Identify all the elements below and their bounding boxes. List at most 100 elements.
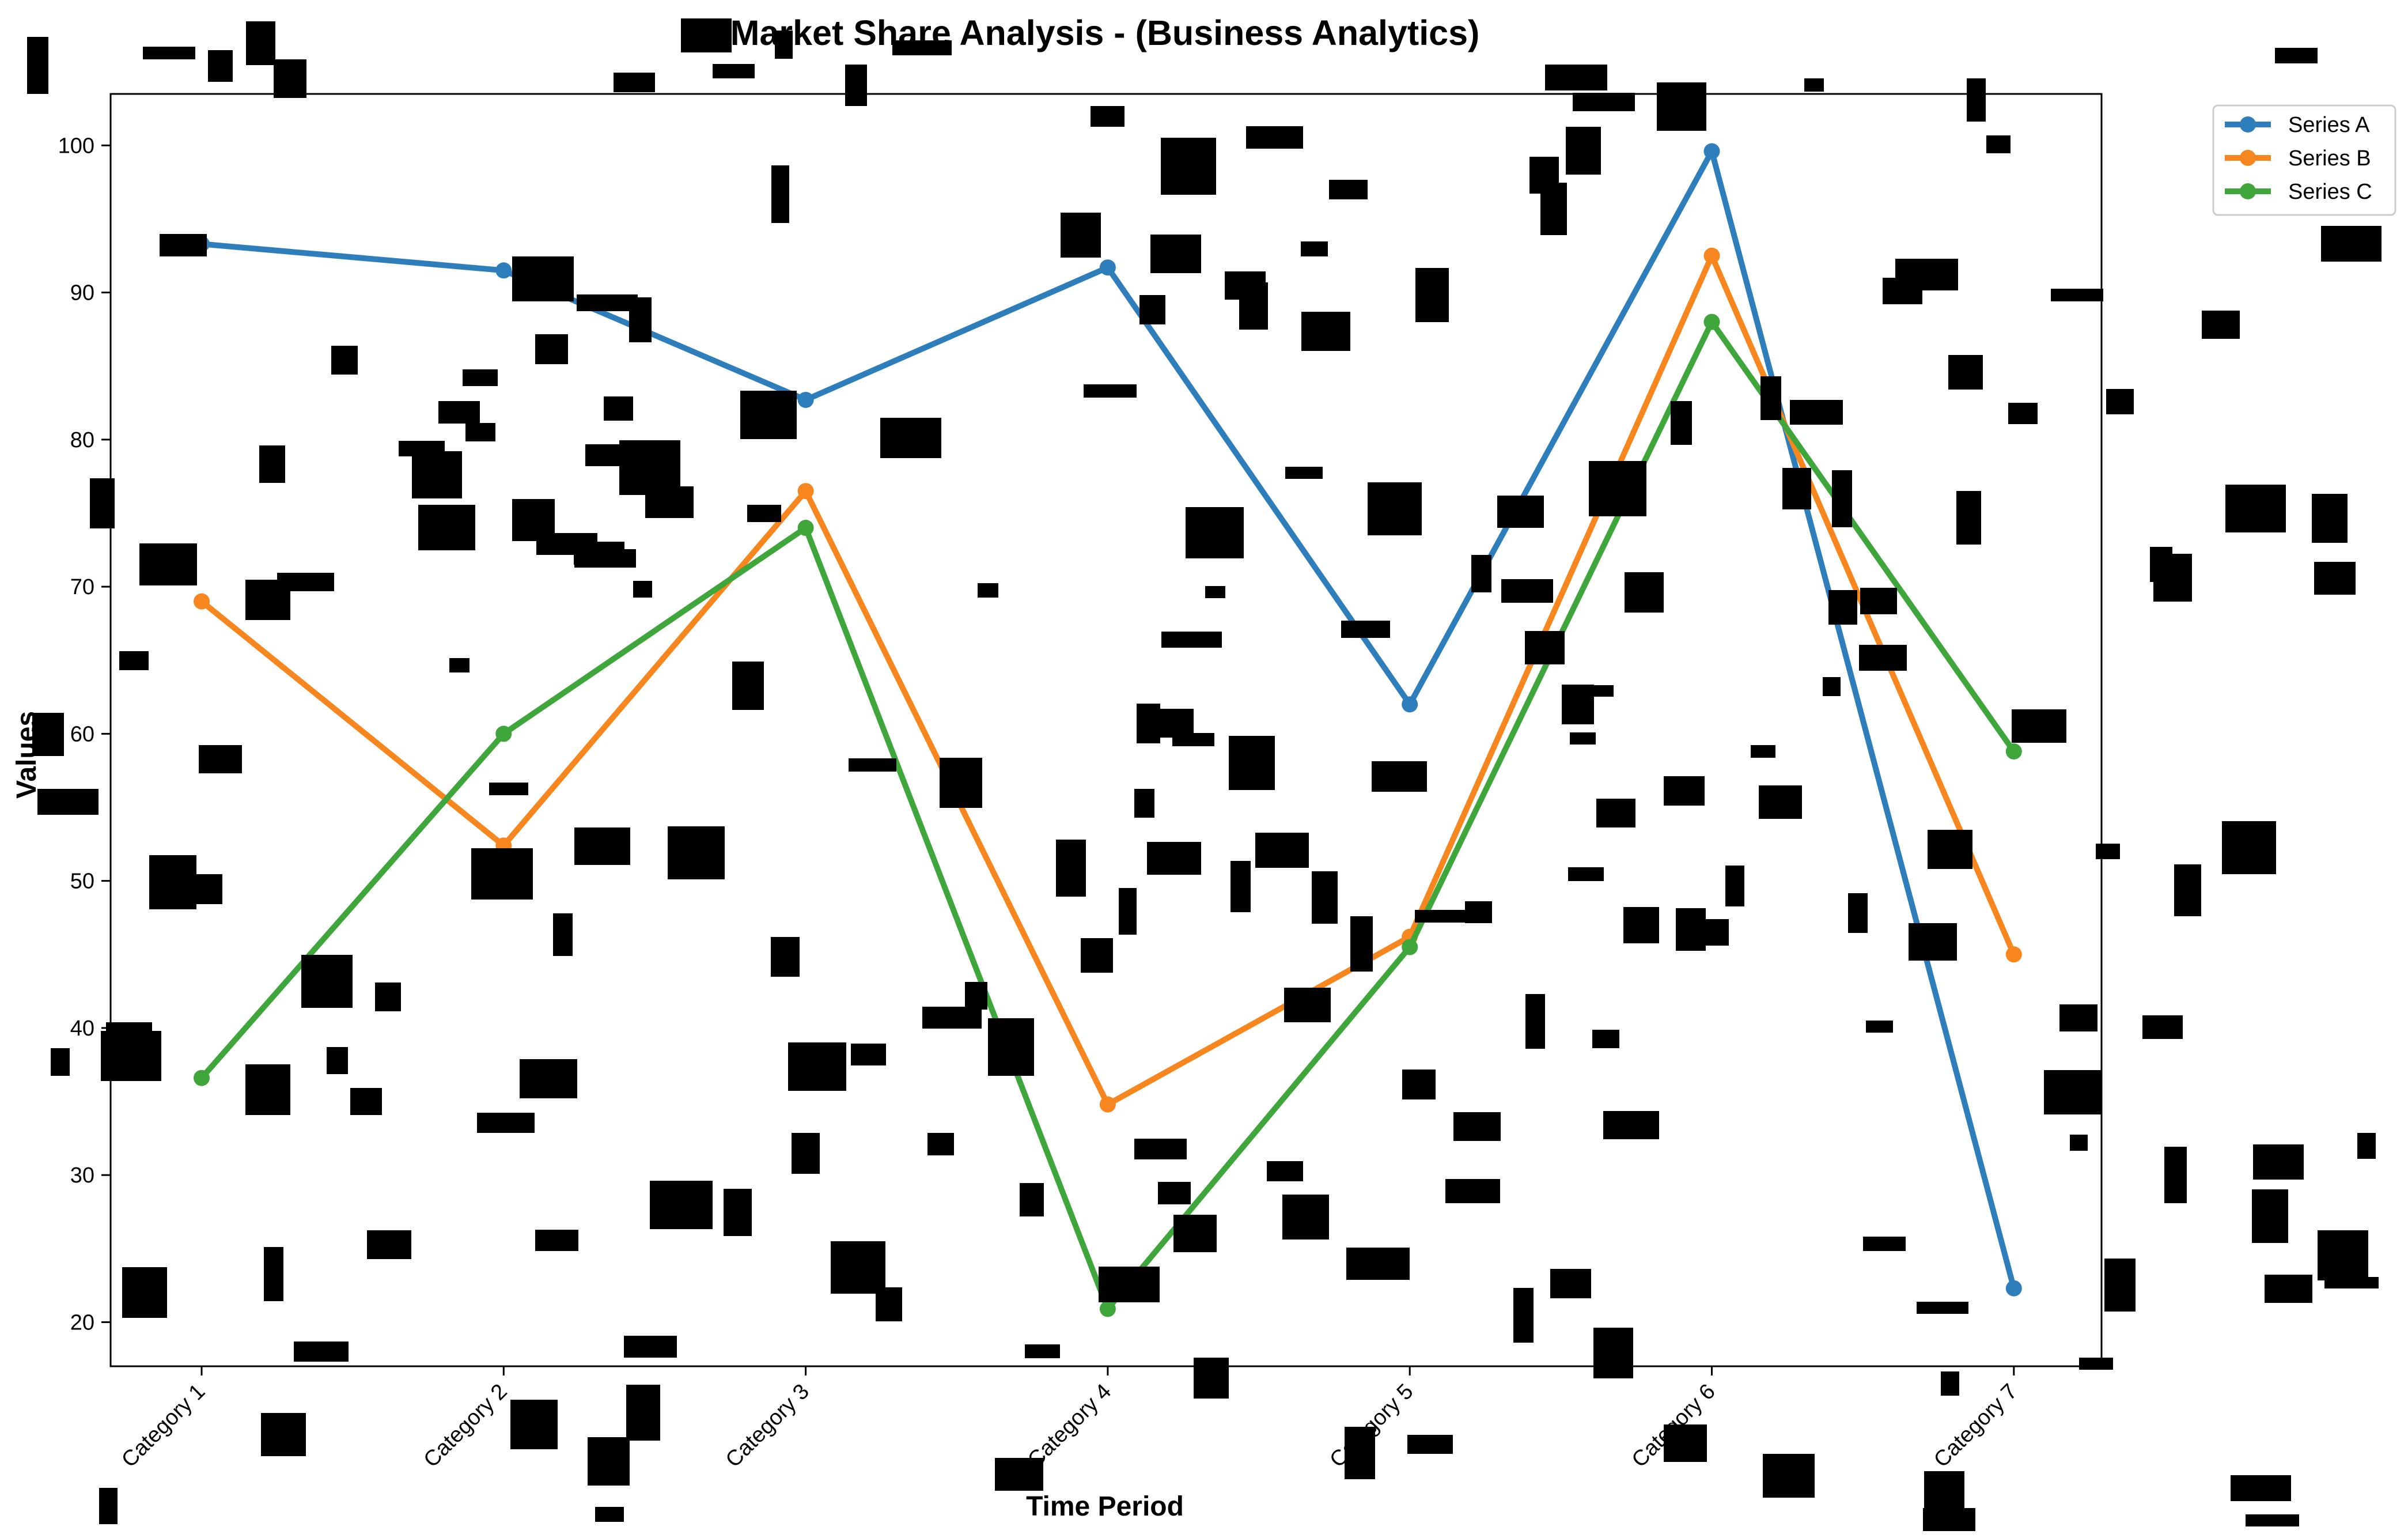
occlusion-block	[463, 369, 498, 386]
occlusion-block	[1497, 496, 1544, 528]
occlusion-block	[1948, 355, 1983, 390]
occlusion-block	[1956, 491, 1981, 545]
occlusion-block	[512, 499, 555, 541]
occlusion-block	[438, 401, 480, 424]
occlusion-block	[1725, 866, 1744, 906]
occlusion-block	[119, 651, 149, 670]
occlusion-block	[375, 982, 401, 1011]
occlusion-block	[2253, 1144, 2304, 1180]
occlusion-block	[1329, 180, 1368, 199]
occlusion-block	[246, 21, 275, 65]
occlusion-block	[1246, 126, 1303, 149]
x-tick-label: Category 2	[419, 1380, 512, 1472]
occlusion-block	[418, 505, 475, 550]
occlusion-block	[1832, 470, 1852, 527]
occlusion-block	[32, 713, 64, 756]
occlusion-block	[2314, 562, 2356, 595]
series-a-legend-label: Series A	[2288, 113, 2370, 137]
occlusion-block	[922, 1007, 982, 1029]
occlusion-block	[771, 937, 800, 977]
occlusion-block	[595, 1507, 624, 1522]
occlusion-block	[1407, 1435, 1453, 1454]
occlusion-block	[1301, 312, 1350, 351]
series-a-legend-marker	[2240, 116, 2256, 133]
occlusion-block	[1453, 1112, 1501, 1141]
occlusion-block	[1471, 555, 1491, 592]
occlusion-block	[1566, 127, 1601, 175]
occlusion-block	[1139, 295, 1165, 324]
occlusion-block	[1863, 1237, 1906, 1251]
occlusion-block	[1147, 842, 1201, 875]
occlusion-block	[1860, 588, 1897, 614]
occlusion-block	[740, 391, 797, 439]
occlusion-block	[1415, 910, 1478, 923]
occlusion-block	[2070, 1135, 2088, 1151]
occlusion-block	[1760, 376, 1781, 420]
occlusion-block	[1341, 621, 1390, 638]
occlusion-block	[2008, 403, 2038, 424]
occlusion-block	[149, 855, 196, 909]
occlusion-block	[259, 445, 285, 483]
occlusion-block	[2246, 1514, 2299, 1526]
series-a-point	[1099, 259, 1116, 276]
occlusion-block	[771, 165, 789, 223]
occlusion-block	[747, 505, 781, 522]
occlusion-block	[845, 65, 867, 106]
occlusion-block	[510, 1400, 558, 1449]
occlusion-block	[1804, 78, 1824, 92]
series-a-point	[1703, 143, 1720, 160]
occlusion-block	[1941, 1371, 1959, 1396]
occlusion-block	[199, 745, 242, 773]
occlusion-block	[139, 543, 197, 585]
occlusion-block	[160, 234, 207, 256]
occlusion-block	[2096, 844, 2120, 859]
occlusion-block	[1372, 761, 1427, 792]
occlusion-block	[327, 1047, 348, 1074]
occlusion-block	[535, 334, 568, 364]
series-c-point	[1402, 939, 1418, 955]
series-a-point	[797, 391, 814, 408]
occlusion-block	[1924, 1471, 1964, 1528]
occlusion-block	[574, 542, 624, 565]
occlusion-block	[1267, 1161, 1303, 1181]
occlusion-block	[2051, 289, 2103, 301]
occlusion-block	[1020, 1183, 1044, 1216]
occlusion-block	[274, 59, 306, 98]
occlusion-block	[1848, 893, 1868, 933]
occlusion-block	[1091, 106, 1125, 127]
occlusion-block	[626, 1385, 660, 1441]
occlusion-block	[412, 451, 462, 498]
occlusion-block	[1284, 988, 1331, 1022]
occlusion-block	[1625, 572, 1664, 613]
occlusion-block	[1415, 268, 1449, 322]
series-b-point	[797, 483, 814, 500]
occlusion-block	[1570, 732, 1596, 745]
occlusion-block	[512, 256, 574, 301]
occlusion-block	[1573, 93, 1635, 111]
occlusion-block	[1081, 938, 1113, 973]
y-tick-label: 70	[70, 575, 94, 599]
occlusion-block	[1828, 590, 1857, 625]
occlusion-block	[1229, 736, 1275, 790]
occlusion-block	[650, 1181, 713, 1229]
occlusion-block	[2231, 1475, 2291, 1501]
occlusion-block	[1099, 1267, 1160, 1302]
occlusion-block	[2044, 1070, 2102, 1114]
series-c-point	[1703, 313, 1720, 330]
series-b-point	[194, 593, 210, 610]
occlusion-block	[1823, 677, 1841, 696]
occlusion-block	[1056, 840, 1086, 897]
occlusion-block	[995, 1458, 1043, 1491]
occlusion-block	[1346, 1248, 1410, 1280]
occlusion-block	[2225, 485, 2286, 532]
occlusion-block	[51, 1048, 70, 1076]
occlusion-block	[1525, 631, 1565, 664]
occlusion-block	[99, 1488, 118, 1524]
occlusion-block	[294, 1342, 349, 1362]
occlusion-block	[2150, 547, 2172, 582]
occlusion-block	[1205, 586, 1225, 598]
occlusion-block	[588, 1437, 630, 1486]
occlusion-block	[101, 1031, 161, 1081]
occlusion-block	[2321, 226, 2382, 262]
occlusion-block	[1368, 482, 1422, 535]
